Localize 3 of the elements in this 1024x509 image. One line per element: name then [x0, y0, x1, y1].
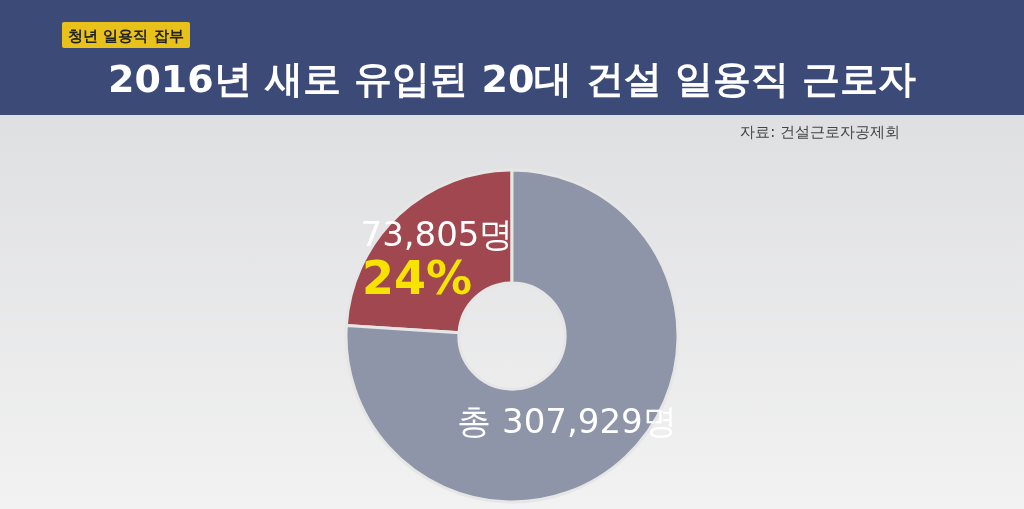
chart-title: 2016년 새로 유입된 20대 건설 일용직 근로자 — [107, 57, 917, 101]
text: 청년 일용직 잡부 — [68, 27, 184, 45]
text: 자료: 건설근로자공제회 — [740, 123, 900, 141]
